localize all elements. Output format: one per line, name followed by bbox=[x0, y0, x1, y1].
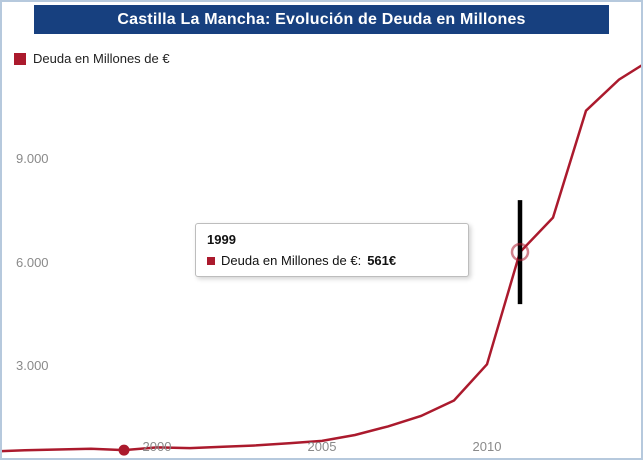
legend-marker-icon bbox=[14, 52, 26, 65]
selected-point-marker[interactable] bbox=[118, 444, 130, 456]
tooltip: 1999 Deuda en Millones de €: 561€ bbox=[195, 223, 469, 277]
tooltip-value: 561€ bbox=[367, 253, 397, 268]
y-axis-label: 6.000 bbox=[16, 255, 49, 270]
crosshair-ring bbox=[510, 242, 530, 262]
tooltip-series-label: Deuda en Millones de €: bbox=[221, 253, 362, 268]
y-axis-label: 3.000 bbox=[16, 358, 49, 373]
tooltip-series-row: Deuda en Millones de €: 561€ bbox=[207, 253, 457, 268]
chart-title: Castilla La Mancha: Evolución de Deuda e… bbox=[34, 5, 609, 34]
tooltip-year: 1999 bbox=[207, 232, 236, 247]
y-axis-label: 9.000 bbox=[16, 151, 49, 166]
legend[interactable]: Deuda en Millones de € bbox=[14, 51, 170, 66]
x-axis-label: 2010 bbox=[472, 439, 502, 454]
debt-line-series[interactable] bbox=[2, 59, 643, 453]
x-axis-label: 2000 bbox=[142, 439, 172, 454]
x-axis-label: 2005 bbox=[307, 439, 337, 454]
tooltip-series-marker-icon bbox=[207, 256, 215, 265]
legend-label: Deuda en Millones de € bbox=[33, 51, 170, 66]
